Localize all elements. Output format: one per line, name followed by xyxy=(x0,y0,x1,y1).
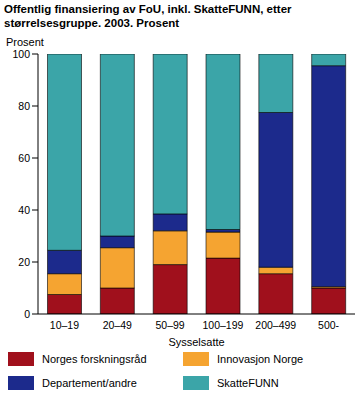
svg-text:60: 60 xyxy=(18,152,30,164)
svg-text:50–99: 50–99 xyxy=(155,319,184,331)
svg-text:80: 80 xyxy=(18,100,30,112)
svg-text:Sysselsatte: Sysselsatte xyxy=(168,336,224,348)
svg-text:200–499: 200–499 xyxy=(255,319,296,331)
svg-text:100–199: 100–199 xyxy=(202,319,243,331)
svg-text:10–19: 10–19 xyxy=(50,319,79,331)
svg-text:0: 0 xyxy=(24,308,30,320)
svg-text:20: 20 xyxy=(18,256,30,268)
html-text:Departement/andre: Departement/andre xyxy=(42,377,137,389)
html-text:Innovasjon Norge: Innovasjon Norge xyxy=(217,353,304,365)
svg-text:40: 40 xyxy=(18,204,30,216)
svg-text:500-: 500- xyxy=(318,319,340,331)
html-text:Norges forskningsråd: Norges forskningsråd xyxy=(42,353,147,365)
svg-text:20–49: 20–49 xyxy=(103,319,132,331)
svg-text:100: 100 xyxy=(12,48,30,60)
html-text:Prosent: Prosent xyxy=(6,36,44,48)
html-text:SkatteFUNN: SkatteFUNN xyxy=(217,377,279,389)
html-text:Offentlig finansiering av FoU,: Offentlig finansiering av FoU, inkl. Ska… xyxy=(4,3,292,29)
